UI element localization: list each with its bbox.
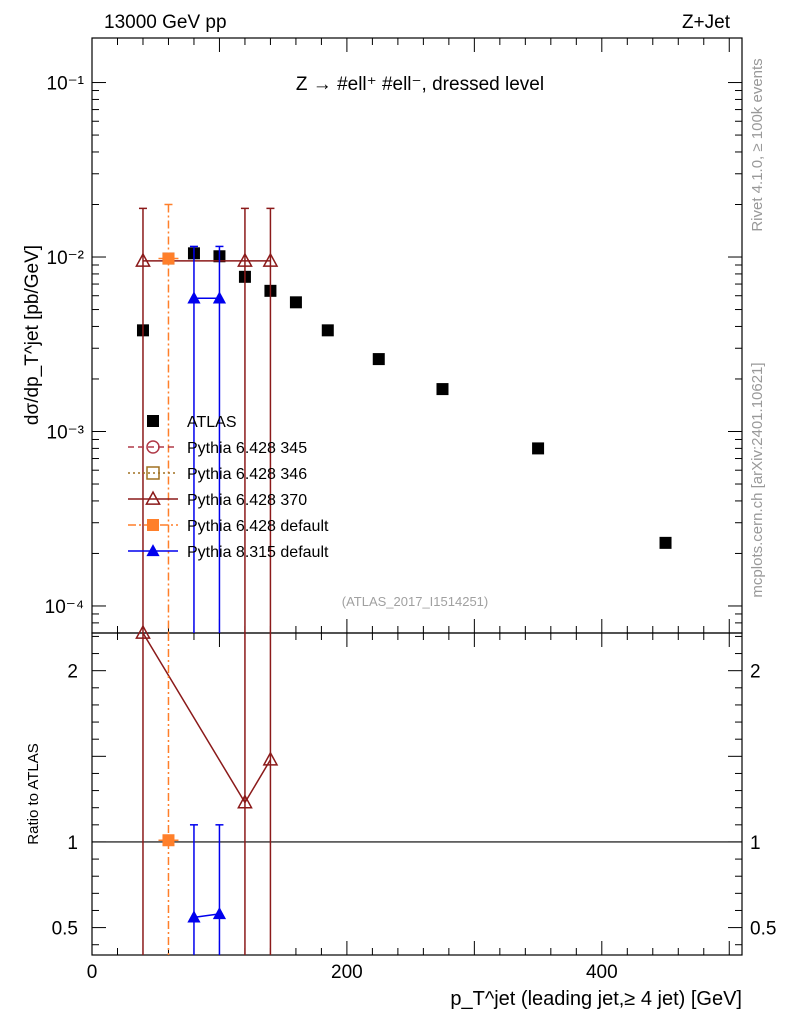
y-tick-label: 10⁻⁴ bbox=[45, 597, 84, 618]
atlas-data-point bbox=[532, 442, 545, 455]
main-series-point bbox=[135, 252, 151, 267]
atlas-data-point bbox=[659, 536, 672, 549]
x-tick-label: 0 bbox=[87, 962, 98, 983]
legend: ATLAS Pythia 6.428 345 Pythia 6.428 346 Pyt… bbox=[128, 414, 329, 561]
legend-label: ATLAS bbox=[187, 414, 237, 431]
rivet-version-label: Rivet 4.1.0, ≥ 100k events bbox=[749, 58, 766, 231]
x-axis-label: p_T^jet (leading jet,≥ 4 jet) [GeV] bbox=[450, 988, 742, 1010]
legend-label: Pythia 8.315 default bbox=[187, 544, 329, 561]
ratio-series-point bbox=[262, 751, 279, 766]
main-series-point bbox=[162, 252, 175, 265]
legend-marker bbox=[145, 490, 161, 505]
atlas-data-point bbox=[321, 324, 334, 337]
main-series-point bbox=[262, 252, 279, 267]
legend-marker bbox=[146, 544, 160, 557]
ratio-series-point bbox=[237, 794, 253, 809]
ratio-series-line bbox=[142, 632, 272, 805]
legend-label: Pythia 6.428 346 bbox=[187, 466, 307, 483]
legend-marker bbox=[146, 440, 160, 454]
ratio-tick-label-right: 1 bbox=[750, 833, 761, 854]
legend-marker bbox=[147, 519, 159, 531]
header-process: Z+Jet bbox=[682, 12, 731, 33]
ratio-panel-frame bbox=[91, 632, 743, 956]
ratio-series-point bbox=[135, 624, 151, 639]
axis-ticks: 0 200 400 10⁻¹ 10⁻² 10⁻³ 10⁻⁴ 0.5 0.5 1 1 2 2 bbox=[45, 38, 776, 983]
x-tick-label: 200 bbox=[331, 962, 363, 983]
main-y-axis-label: dσ/dp_T^jet [pb/GeV] bbox=[22, 245, 43, 425]
ratio-series-point bbox=[187, 910, 201, 923]
atlas-data-point bbox=[289, 296, 302, 309]
ratio-tick-label-right: 0.5 bbox=[750, 919, 776, 940]
header-energy: 13000 GeV pp bbox=[104, 12, 227, 33]
main-series-point bbox=[237, 252, 253, 267]
ratio-tick-label-left: 2 bbox=[67, 662, 78, 683]
analysis-watermark: (ATLAS_2017_I1514251) bbox=[342, 594, 488, 609]
legend-marker bbox=[147, 415, 159, 427]
ratio-series-point bbox=[212, 906, 227, 920]
legend-label: Pythia 6.428 370 bbox=[187, 492, 307, 509]
ratio-y-axis-label: Ratio to ATLAS bbox=[25, 743, 42, 844]
plot-title: Z → #ell⁺ #ell⁻, dressed level bbox=[296, 74, 544, 95]
ratio-tick-label-right: 2 bbox=[750, 662, 761, 683]
atlas-data-point bbox=[436, 383, 449, 396]
ratio-tick-label-left: 0.5 bbox=[52, 919, 78, 940]
main-series-point bbox=[187, 291, 201, 304]
data-marks bbox=[135, 203, 672, 955]
legend-label: Pythia 6.428 default bbox=[187, 518, 329, 535]
y-tick-label: 10⁻¹ bbox=[47, 74, 85, 95]
y-tick-label: 10⁻² bbox=[47, 248, 85, 269]
ratio-tick-label-left: 1 bbox=[67, 833, 78, 854]
y-tick-label: 10⁻³ bbox=[47, 422, 85, 443]
ratio-series-point bbox=[162, 834, 175, 847]
legend-label: Pythia 6.428 345 bbox=[187, 440, 307, 457]
ratio-series-line bbox=[193, 913, 220, 919]
main-series-point bbox=[212, 291, 227, 304]
x-tick-label: 400 bbox=[586, 962, 618, 983]
atlas-data-point bbox=[372, 353, 385, 366]
mcplots-source-label: mcplots.cern.ch [arXiv:2401.10621] bbox=[749, 362, 766, 597]
legend-marker bbox=[146, 466, 160, 480]
